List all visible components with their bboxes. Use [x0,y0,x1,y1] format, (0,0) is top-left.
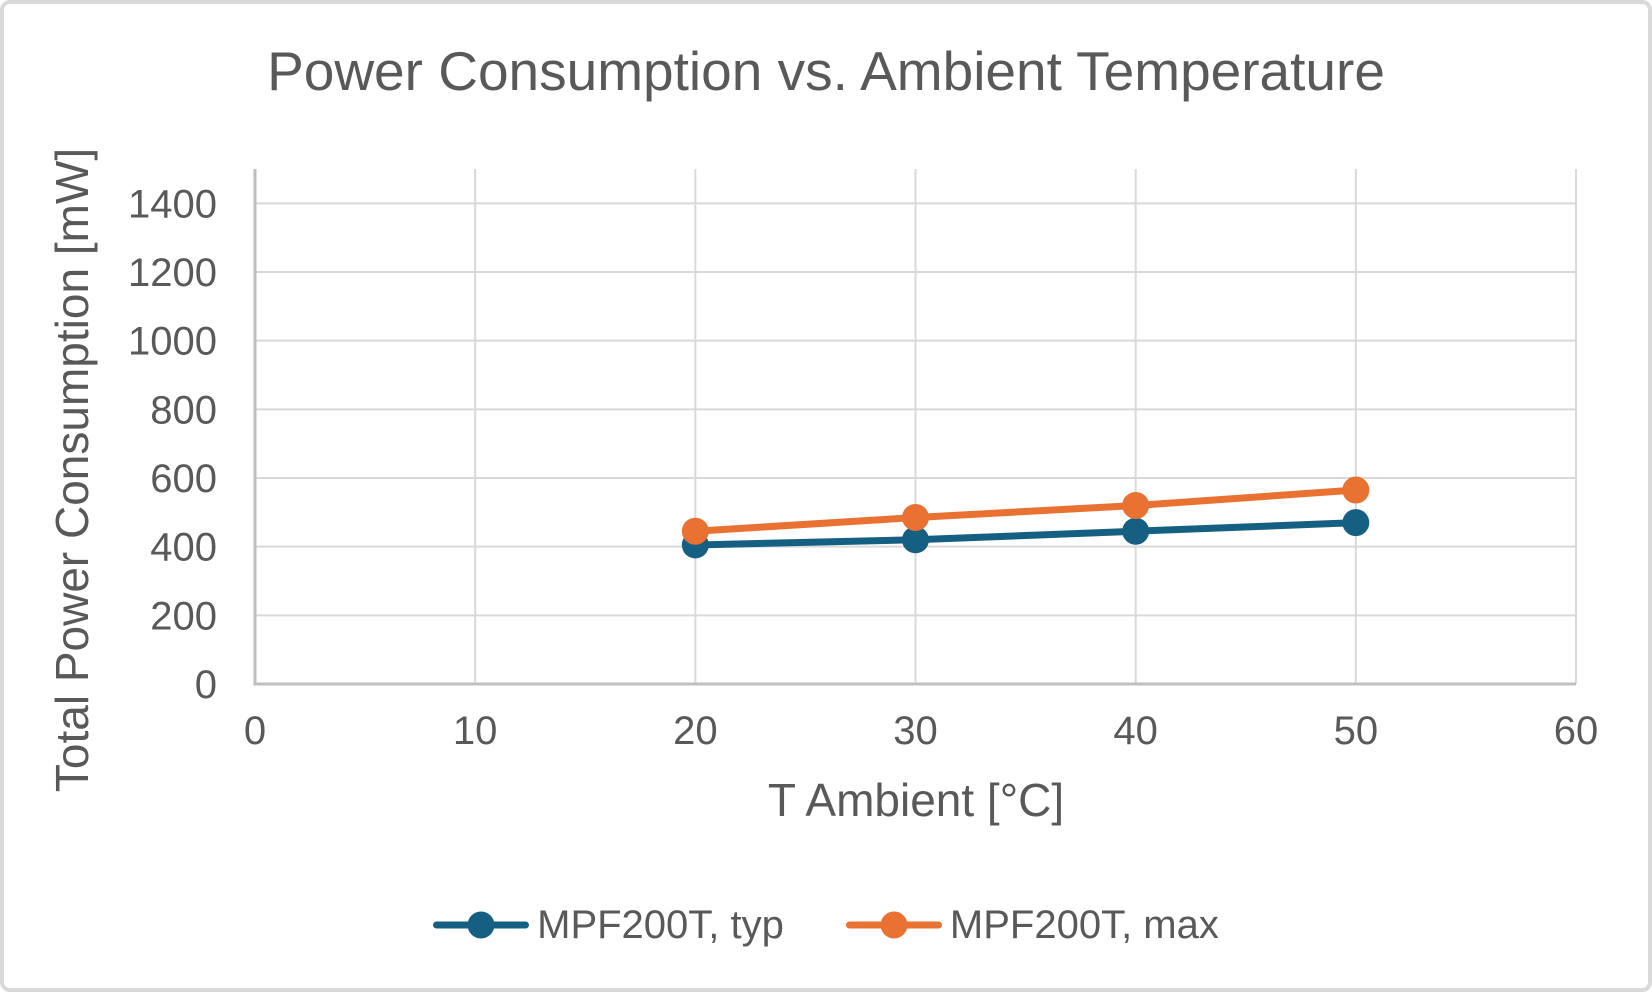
axes [253,169,1576,686]
y-tick-label: 800 [150,388,217,432]
data-point-marker [1122,491,1150,519]
x-tick-label: 20 [673,709,718,753]
legend-marker-typ-icon [433,910,530,940]
y-axis-title: Total Power Consumption [mW] [46,148,98,792]
data-point-marker [1342,476,1370,504]
gridlines [255,169,1577,684]
x-tick-label: 0 [244,709,266,753]
data-point-marker [1342,509,1370,537]
x-axis-title: T Ambient [°C] [768,774,1064,826]
legend-item-mpf200t-max: MPF200T, max [845,898,1219,952]
legend-label-max: MPF200T, max [949,902,1219,947]
y-tick-label: 1200 [128,251,217,295]
series-line [691,519,1360,549]
data-series [681,476,1370,559]
legend-item-mpf200t-typ: MPF200T, typ [433,898,784,952]
y-tick-label: 1000 [128,320,217,364]
y-tick-label: 0 [195,663,217,707]
legend-label-typ: MPF200T, typ [537,902,784,947]
data-point-marker [902,526,929,554]
data-point-marker [902,503,929,531]
legend-dot-typ [467,911,495,939]
y-tick-label: 200 [150,594,217,638]
y-tick-label: 600 [150,457,217,501]
x-tick-label: 50 [1334,709,1379,753]
data-point-marker [1122,517,1150,545]
series-line [691,486,1360,535]
x-tick-label: 30 [893,709,938,753]
chart-title: Power Consumption vs. Ambient Temperatur… [267,40,1385,102]
legend-dot-max [880,911,908,939]
legend-marker-max-icon [845,910,942,940]
data-point-marker [681,517,709,545]
y-tick-label: 1400 [128,182,217,226]
chart-legend: MPF200T, typ MPF200T, max [0,898,1652,952]
x-tick-label: 10 [453,709,498,753]
x-tick-label: 60 [1554,709,1599,753]
y-tick-label: 400 [150,526,217,570]
x-tick-label: 40 [1113,709,1158,753]
